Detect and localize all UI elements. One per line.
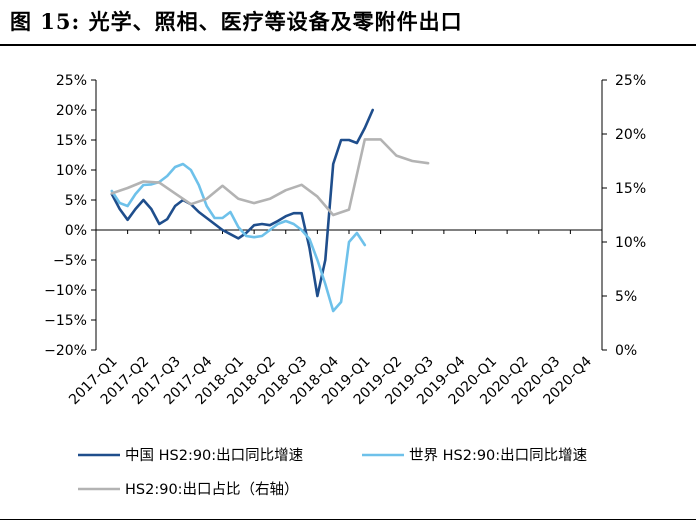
right-axis-tick-label: 0% [615,343,637,359]
left-axis-tick-label: −15% [44,313,87,329]
bottom-rule [0,519,696,520]
right-axis-tick-label: 15% [615,181,646,197]
left-axis-tick-label: −10% [44,283,87,299]
left-axis-tick-label: −5% [53,253,87,269]
figure-title: 图 15: 光学、照相、医疗等设备及零附件出口 [10,9,463,34]
series-line-1 [110,108,374,298]
left-axis-tick-label: 25% [56,73,87,89]
right-axis-tick-label: 25% [615,73,646,89]
legend-label-2: 世界 HS2:90:出口同比增速 [409,447,587,464]
chart-legend: 中国 HS2:90:出口同比增速 世界 HS2:90:出口同比增速 HS2:90:出… [78,447,587,498]
right-axis-tick-label: 10% [615,235,646,251]
series-line-2 [110,162,367,313]
series-line-3 [110,138,430,217]
title-rule [0,44,696,46]
left-axis-tick-label: 20% [56,103,87,119]
right-axis-tick-label: 20% [615,127,646,143]
left-axis-tick-label: 10% [56,163,87,179]
legend-label-3: HS2:90:出口占比（右轴） [125,481,299,498]
left-axis-tick-label: 0% [65,223,87,239]
left-axis-tick-label: 15% [56,133,87,149]
legend-label-1: 中国 HS2:90:出口同比增速 [125,447,303,464]
chart-series [110,108,430,313]
chart-axes: −20% −15% −10% −5% 0% 5% 10% 15% 20% 25% 0% 5% 10% 15… [44,73,646,408]
left-axis-tick-label: 5% [65,193,87,209]
left-axis-tick-label: −20% [44,343,87,359]
right-axis-tick-label: 5% [615,289,637,305]
